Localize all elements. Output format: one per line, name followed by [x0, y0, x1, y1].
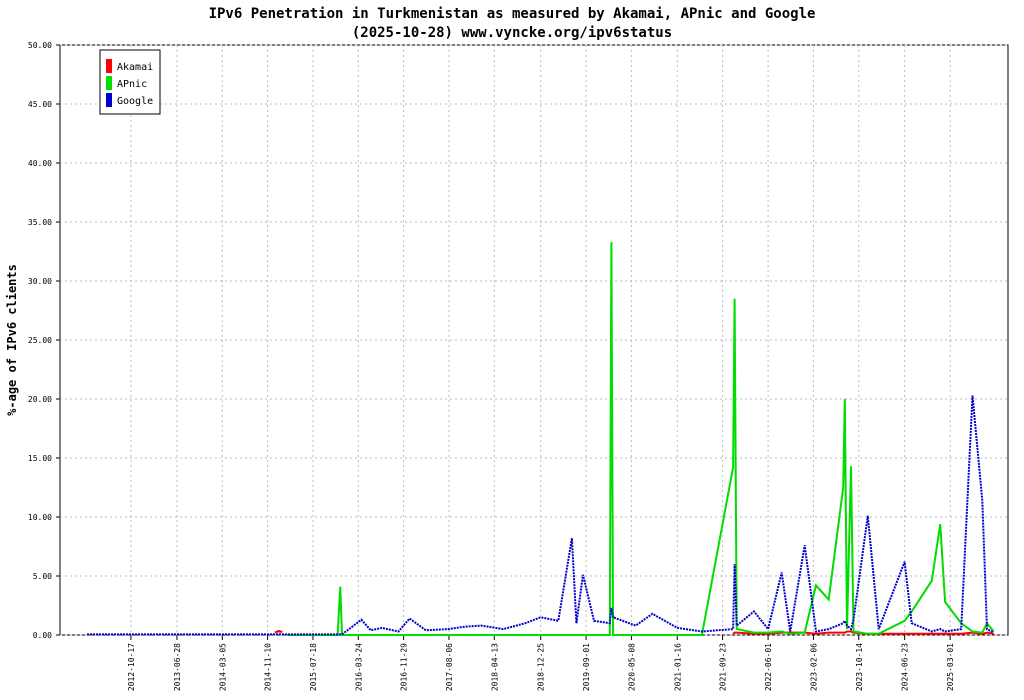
legend-swatch: [106, 59, 112, 73]
series-line: [287, 242, 995, 636]
x-tick-label: 2021-09-23: [719, 643, 728, 691]
y-tick-label: 15.00: [28, 454, 52, 463]
y-tick-label: 25.00: [28, 336, 52, 345]
x-tick-label: 2025-03-01: [946, 643, 955, 691]
x-tick-label: 2018-12-25: [537, 643, 546, 691]
chart-title: IPv6 Penetration in Turkmenistan as meas…: [209, 6, 816, 22]
series-line: [87, 395, 995, 636]
y-axis-label: %-age of IPv6 clients: [5, 264, 19, 416]
x-tick-label: 2023-02-06: [809, 643, 818, 691]
x-tick-label: 2012-10-17: [127, 643, 136, 691]
x-tick-label: 2017-08-06: [445, 643, 454, 691]
series-line: [274, 629, 994, 635]
x-tick-label: 2020-05-08: [627, 643, 636, 691]
y-tick-label: 35.00: [28, 218, 52, 227]
x-tick-label: 2014-03-05: [218, 643, 227, 691]
x-tick-label: 2022-06-01: [764, 643, 773, 691]
y-tick-label: 5.00: [33, 572, 52, 581]
x-tick-label: 2024-06-23: [901, 643, 910, 691]
legend-swatch: [106, 93, 112, 107]
y-tick-label: 30.00: [28, 277, 52, 286]
x-tick-label: 2016-11-29: [400, 643, 409, 691]
chart-subtitle: (2025-10-28) www.vyncke.org/ipv6status: [352, 25, 672, 41]
y-tick-label: 45.00: [28, 100, 52, 109]
legend-label: Google: [117, 96, 153, 107]
x-tick-label: 2014-11-10: [264, 643, 273, 691]
legend-label: Akamai: [117, 62, 153, 73]
legend-label: APnic: [117, 79, 147, 90]
x-tick-label: 2015-07-18: [309, 643, 318, 691]
y-tick-label: 40.00: [28, 159, 52, 168]
x-tick-label: 2023-10-14: [855, 643, 864, 691]
x-tick-label: 2016-03-24: [354, 643, 363, 691]
y-tick-label: 0.00: [33, 631, 52, 640]
y-tick-label: 20.00: [28, 395, 52, 404]
y-tick-label: 50.00: [28, 41, 52, 50]
x-tick-label: 2019-09-01: [582, 643, 591, 691]
x-tick-label: 2018-04-13: [490, 643, 499, 691]
x-tick-label: 2021-01-16: [673, 643, 682, 691]
x-tick-label: 2013-06-28: [173, 643, 182, 691]
legend: Akamai APnic Google: [99, 49, 161, 115]
y-tick-label: 10.00: [28, 513, 52, 522]
legend-swatch: [106, 76, 112, 90]
